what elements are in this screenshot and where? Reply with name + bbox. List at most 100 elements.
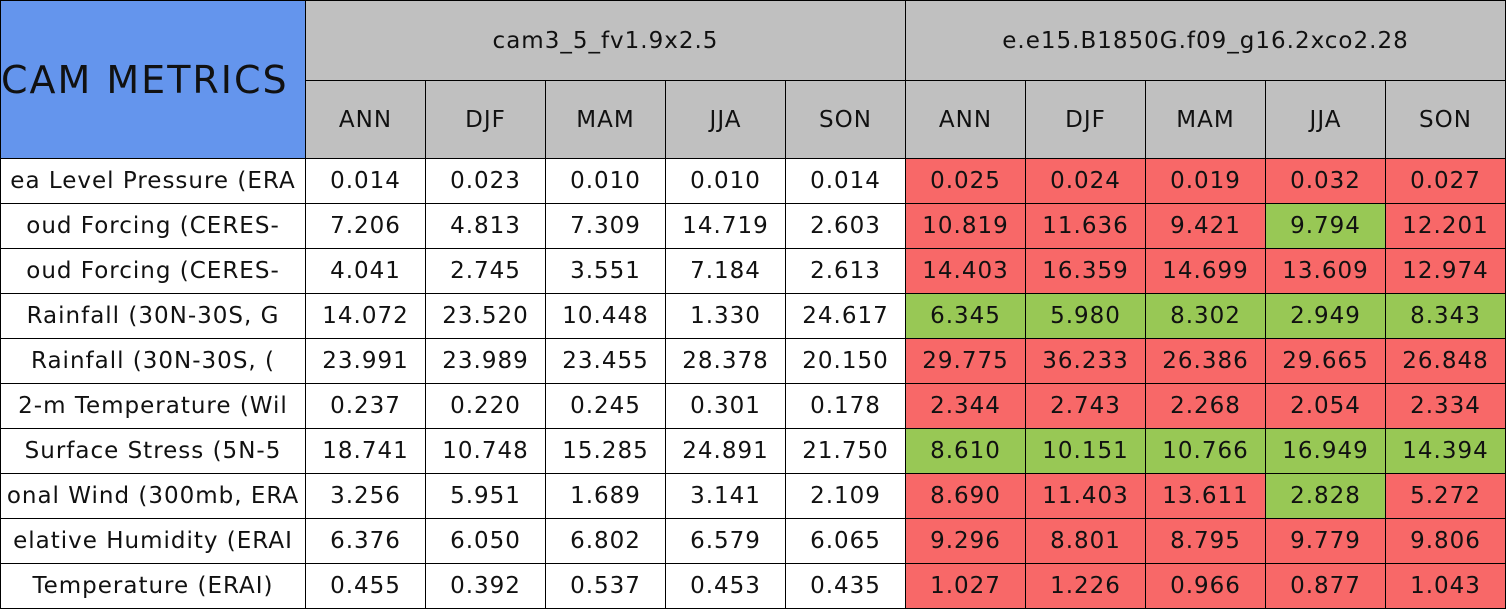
value-cell: 14.403: [905, 248, 1026, 294]
value-cell-text: 0.453: [690, 573, 761, 599]
season-header: SON: [785, 80, 906, 159]
season-header-text: MAM: [576, 106, 635, 133]
value-cell-text: 14.072: [322, 303, 409, 329]
season-header: DJF: [425, 80, 546, 159]
value-cell-text: 0.010: [570, 168, 641, 194]
value-cell: 2.743: [1025, 383, 1146, 429]
value-cell: 6.065: [785, 518, 906, 564]
value-cell-text: 9.794: [1290, 213, 1361, 239]
value-cell: 2.268: [1145, 383, 1266, 429]
row-label-text: 2-m Temperature (Wil: [18, 393, 288, 419]
value-cell-text: 11.403: [1042, 483, 1129, 509]
value-cell: 0.453: [665, 563, 786, 609]
row-label: elative Humidity (ERAI: [0, 518, 306, 564]
value-cell-text: 0.027: [1410, 168, 1481, 194]
value-cell: 26.848: [1385, 338, 1506, 384]
value-cell: 4.813: [425, 203, 546, 249]
value-cell-text: 13.609: [1282, 258, 1369, 284]
value-cell-text: 10.748: [442, 438, 529, 464]
value-cell-text: 0.966: [1170, 573, 1241, 599]
value-cell: 29.665: [1265, 338, 1386, 384]
value-cell-text: 0.877: [1290, 573, 1361, 599]
season-header: JJA: [665, 80, 786, 159]
row-label-text: ea Level Pressure (ERA: [10, 168, 296, 194]
value-cell: 8.610: [905, 428, 1026, 474]
value-cell-text: 0.301: [690, 393, 761, 419]
season-header-text: DJF: [465, 106, 506, 133]
value-cell-text: 1.689: [570, 483, 641, 509]
value-cell-text: 2.949: [1290, 303, 1361, 329]
value-cell-text: 0.032: [1290, 168, 1361, 194]
value-cell: 4.041: [305, 248, 426, 294]
value-cell: 0.301: [665, 383, 786, 429]
value-cell: 7.309: [545, 203, 666, 249]
row-label-text: Rainfall (30N-30S, G: [26, 303, 280, 329]
value-cell-text: 12.974: [1402, 258, 1489, 284]
value-cell: 0.014: [785, 158, 906, 204]
value-cell-text: 0.455: [330, 573, 401, 599]
value-cell-text: 0.025: [930, 168, 1001, 194]
value-cell: 0.237: [305, 383, 426, 429]
value-cell: 14.699: [1145, 248, 1266, 294]
value-cell: 29.775: [905, 338, 1026, 384]
group-header: cam3_5_fv1.9x2.5: [305, 0, 906, 81]
value-cell-text: 8.690: [930, 483, 1001, 509]
value-cell-text: 5.980: [1050, 303, 1121, 329]
value-cell-text: 12.201: [1402, 213, 1489, 239]
value-cell: 15.285: [545, 428, 666, 474]
value-cell: 11.403: [1025, 473, 1146, 519]
value-cell: 6.050: [425, 518, 546, 564]
value-cell: 23.991: [305, 338, 426, 384]
value-cell: 9.779: [1265, 518, 1386, 564]
value-cell: 0.877: [1265, 563, 1386, 609]
value-cell: 13.611: [1145, 473, 1266, 519]
row-label: Surface Stress (5N-5: [0, 428, 306, 474]
value-cell: 10.151: [1025, 428, 1146, 474]
value-cell: 0.010: [665, 158, 786, 204]
season-header: DJF: [1025, 80, 1146, 159]
value-cell-text: 24.891: [682, 438, 769, 464]
value-cell-text: 2.334: [1410, 393, 1481, 419]
value-cell-text: 26.848: [1402, 348, 1489, 374]
value-cell-text: 14.719: [682, 213, 769, 239]
season-header: MAM: [545, 80, 666, 159]
season-header: SON: [1385, 80, 1506, 159]
value-cell-text: 2.344: [930, 393, 1001, 419]
value-cell-text: 26.386: [1162, 348, 1249, 374]
value-cell: 36.233: [1025, 338, 1146, 384]
value-cell: 12.201: [1385, 203, 1506, 249]
value-cell: 7.206: [305, 203, 426, 249]
row-label: ea Level Pressure (ERA: [0, 158, 306, 204]
row-label: Rainfall (30N-30S, G: [0, 293, 306, 339]
row-label-text: oud Forcing (CERES-: [26, 258, 280, 284]
value-cell: 2.344: [905, 383, 1026, 429]
value-cell: 8.343: [1385, 293, 1506, 339]
value-cell: 8.690: [905, 473, 1026, 519]
season-header: ANN: [305, 80, 426, 159]
value-cell: 1.689: [545, 473, 666, 519]
value-cell: 6.802: [545, 518, 666, 564]
value-cell-text: 2.603: [810, 213, 881, 239]
row-label: oud Forcing (CERES-: [0, 203, 306, 249]
value-cell: 3.551: [545, 248, 666, 294]
title-cell-text: CAM METRICS: [1, 57, 289, 102]
value-cell: 10.766: [1145, 428, 1266, 474]
value-cell: 0.245: [545, 383, 666, 429]
value-cell-text: 29.775: [922, 348, 1009, 374]
season-header: MAM: [1145, 80, 1266, 159]
row-label-text: Temperature (ERAI): [32, 573, 274, 599]
value-cell: 5.272: [1385, 473, 1506, 519]
value-cell: 14.394: [1385, 428, 1506, 474]
value-cell: 11.636: [1025, 203, 1146, 249]
row-label: onal Wind (300mb, ERA: [0, 473, 306, 519]
value-cell-text: 23.455: [562, 348, 649, 374]
value-cell-text: 6.065: [810, 528, 881, 554]
value-cell-text: 6.802: [570, 528, 641, 554]
value-cell: 7.184: [665, 248, 786, 294]
value-cell: 0.032: [1265, 158, 1386, 204]
value-cell-text: 0.010: [690, 168, 761, 194]
value-cell-text: 13.611: [1162, 483, 1249, 509]
value-cell: 13.609: [1265, 248, 1386, 294]
value-cell: 9.806: [1385, 518, 1506, 564]
